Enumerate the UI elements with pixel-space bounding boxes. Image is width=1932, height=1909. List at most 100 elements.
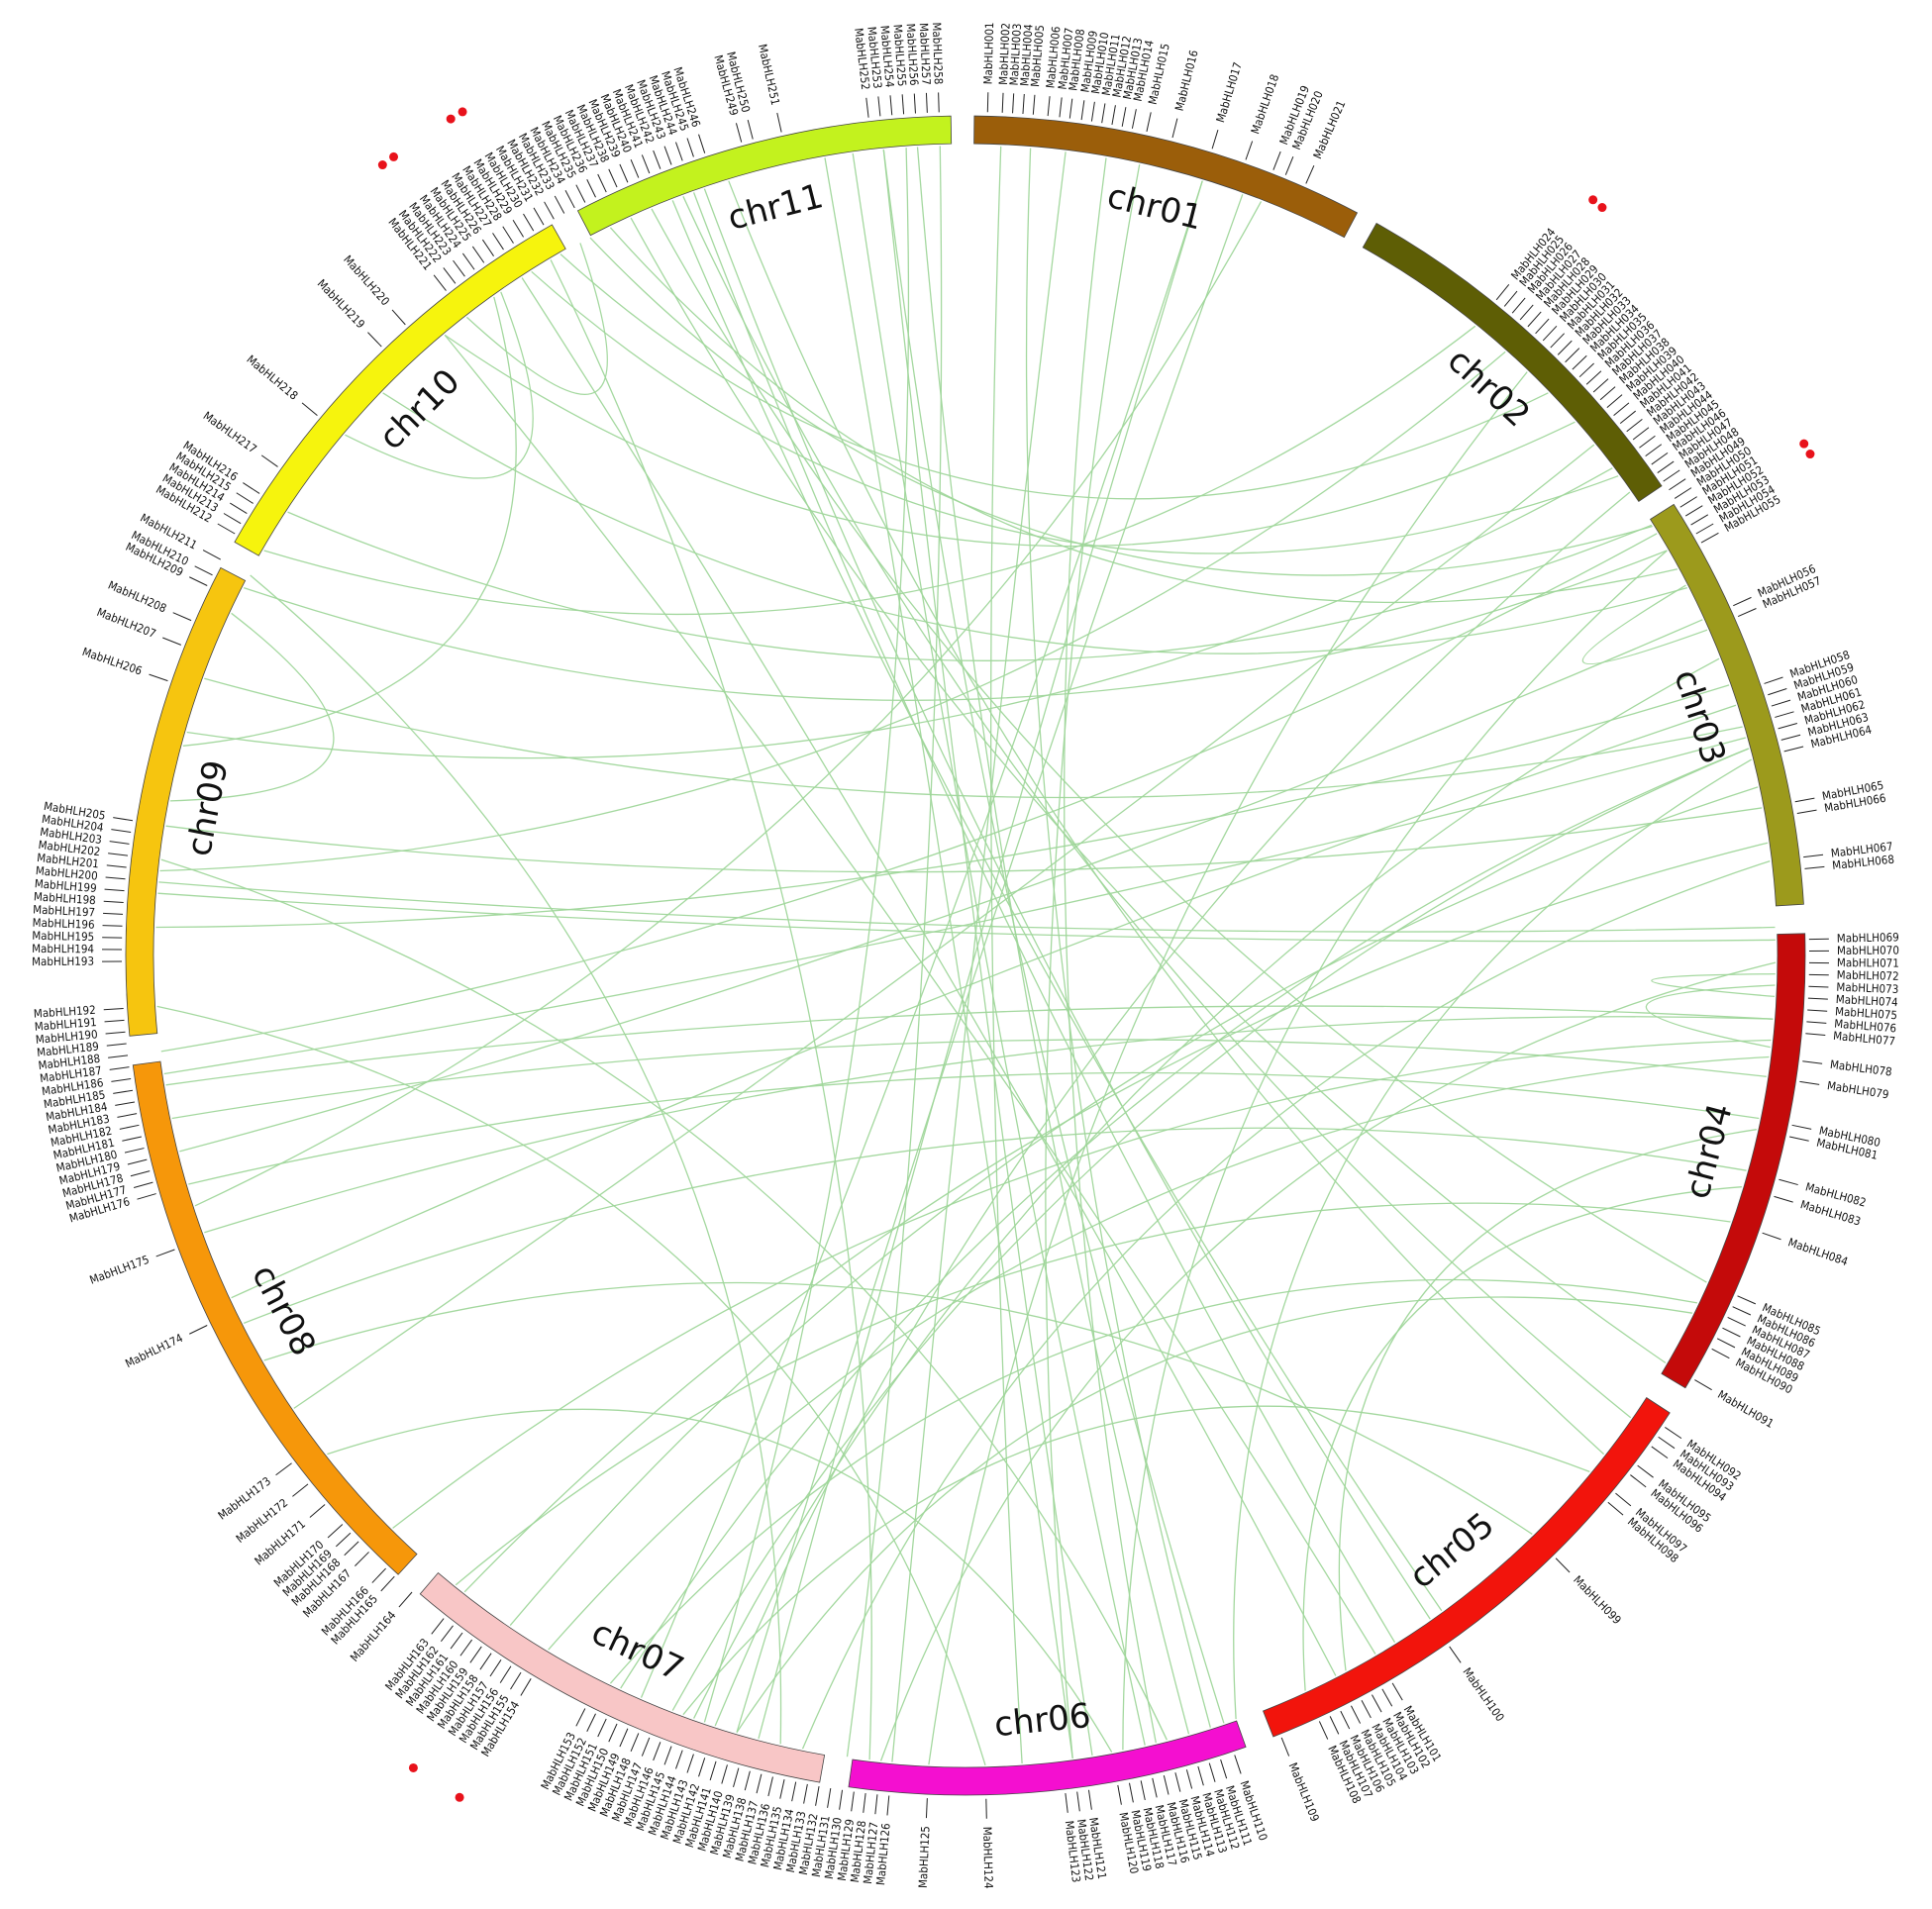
- gene-tick: [189, 576, 208, 586]
- gene-tick: [630, 158, 640, 178]
- gene-label: MabHLH006: [1043, 26, 1063, 89]
- gene-tick: [1805, 1033, 1826, 1037]
- gene-tick: [1775, 711, 1794, 718]
- gene-tick: [1391, 1682, 1403, 1701]
- gene-tick: [1771, 699, 1791, 707]
- gene-label: MabHLH199: [34, 876, 97, 895]
- gene-tick: [1606, 394, 1623, 409]
- gene-tick: [597, 1718, 607, 1738]
- gene-tick: [113, 1089, 134, 1094]
- synteny-link: [682, 1405, 1590, 1716]
- gene-tick: [653, 150, 661, 169]
- gene-tick: [1449, 1646, 1462, 1663]
- gene-label: MabHLH084: [1786, 1235, 1850, 1268]
- gene-tick: [1542, 325, 1558, 342]
- synteny-link: [671, 200, 1443, 1612]
- synteny-link: [194, 201, 1263, 1207]
- synteny-link: [455, 1202, 1731, 1586]
- synteny-link: [156, 1005, 986, 1765]
- gene-label: MabHLH077: [1833, 1029, 1896, 1049]
- gene-tick: [721, 1764, 728, 1784]
- gene-tick: [105, 876, 126, 880]
- gene-label: MabHLH174: [123, 1331, 185, 1370]
- gene-tick: [564, 189, 575, 209]
- synteny-link: [990, 146, 1023, 1764]
- gene-tick: [108, 1055, 129, 1058]
- gene-tick: [1065, 1792, 1068, 1813]
- gene-tick: [1146, 112, 1152, 132]
- gene-tick: [292, 1483, 309, 1497]
- synteny-link: [559, 253, 1549, 500]
- gene-tick: [675, 1750, 683, 1769]
- gene-label: MabHLH255: [890, 24, 909, 87]
- highlight-dot: [1799, 439, 1809, 449]
- gene-tick: [901, 94, 905, 115]
- gene-tick: [1272, 151, 1281, 170]
- synteny-link: [165, 1005, 1774, 1086]
- chromosome-chr07: [419, 1571, 826, 1783]
- gene-label: MabHLH007: [1056, 27, 1076, 90]
- gene-label: MabHLH253: [864, 26, 884, 89]
- gene-tick: [575, 1708, 586, 1727]
- gene-tick: [1808, 985, 1829, 988]
- chromosome-chr10: [234, 224, 566, 556]
- gene-tick: [779, 1779, 785, 1799]
- gene-tick: [103, 900, 124, 904]
- gene-label: MabHLH189: [36, 1040, 99, 1060]
- gene-label: MabHLH258: [930, 22, 946, 84]
- gene-tick: [371, 1567, 386, 1583]
- gene-label: MabHLH099: [1571, 1572, 1624, 1627]
- highlight-dot: [1588, 195, 1598, 205]
- gene-tick: [1361, 1700, 1372, 1719]
- gene-tick: [686, 1754, 694, 1773]
- synteny-link: [651, 208, 1707, 1283]
- synteny-link: [231, 704, 1737, 1299]
- synteny-link: [879, 961, 1777, 1761]
- synteny-link: [1302, 1186, 1742, 1691]
- gene-tick: [260, 454, 278, 467]
- gene-tick: [1732, 1306, 1752, 1316]
- chromosome-chr01: [973, 115, 1359, 239]
- gene-tick: [1012, 93, 1015, 114]
- gene-tick: [355, 1552, 369, 1566]
- gene-tick: [1090, 101, 1095, 122]
- gene-tick: [925, 92, 928, 113]
- synteny-link: [882, 150, 1093, 1756]
- gene-tick: [1101, 103, 1106, 124]
- gene-tick: [1615, 1492, 1632, 1507]
- synteny-links: [155, 146, 1777, 1765]
- gene-tick: [1780, 734, 1801, 741]
- gene-tick: [1163, 1774, 1169, 1795]
- gene-tick: [733, 1767, 740, 1788]
- gene-tick: [619, 1728, 629, 1748]
- gene-tick: [1632, 427, 1650, 441]
- gene-tick: [1716, 1338, 1736, 1349]
- gene-tick: [747, 120, 754, 140]
- synteny-link: [703, 148, 910, 1723]
- chromosome-label: chr06: [992, 1696, 1092, 1746]
- gene-tick: [1727, 1317, 1746, 1327]
- highlight-dot: [1597, 203, 1607, 213]
- gene-tick: [431, 1618, 445, 1635]
- gene-label: MabHLH100: [1460, 1665, 1507, 1725]
- synteny-link: [928, 371, 1528, 1765]
- gene-tick: [106, 1043, 127, 1047]
- gene-tick: [865, 97, 869, 118]
- gene-tick: [1799, 1080, 1820, 1085]
- gene-tick: [1695, 523, 1714, 535]
- gene-tick: [111, 1077, 132, 1082]
- gene-tick: [877, 96, 881, 117]
- gene-tick: [1804, 865, 1825, 869]
- gene-tick: [1527, 311, 1542, 328]
- synteny-link: [736, 1296, 1693, 1734]
- gene-label: MabHLH078: [1829, 1057, 1892, 1079]
- gene-tick: [1022, 93, 1025, 115]
- synteny-link: [392, 1039, 1772, 1529]
- gene-tick: [1783, 746, 1804, 753]
- gene-tick: [309, 1504, 326, 1518]
- gene-label: MabHLH251: [756, 43, 782, 106]
- gene-tick: [1700, 532, 1719, 544]
- synteny-link: [916, 147, 1190, 1735]
- gene-labels: MabHLH001 MabHLH002MabHLH003MabHLH004MabH…: [32, 22, 1899, 1889]
- synteny-link: [671, 748, 1750, 1711]
